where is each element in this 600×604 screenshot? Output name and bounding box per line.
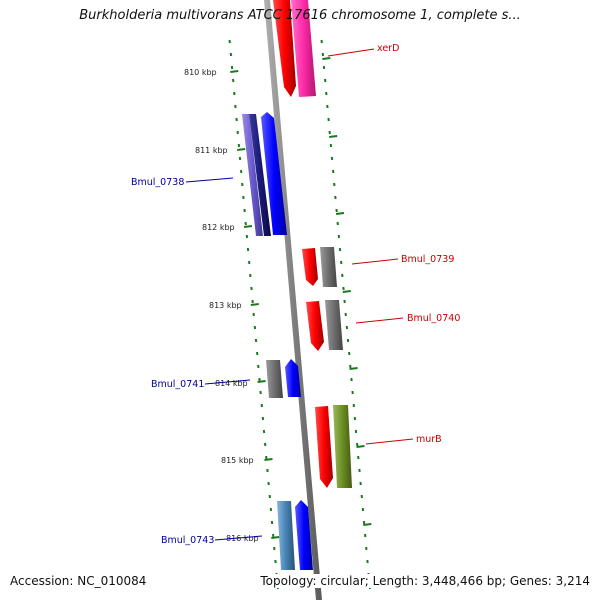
gene-arrow-bmul0739[interactable] <box>302 248 318 286</box>
major-tick-left-4 <box>258 381 266 382</box>
leader-murB <box>366 439 413 444</box>
tick-label-810: 810 kbp <box>184 68 217 77</box>
major-tick-left-2 <box>244 226 252 227</box>
gene-arrow-murB[interactable] <box>315 406 333 488</box>
gene-leader-lines <box>186 49 413 540</box>
major-tick-left-5 <box>265 459 273 460</box>
leader-bmul0739 <box>352 259 398 264</box>
gene-arrow-bmul0740-neighbor[interactable] <box>325 300 343 350</box>
major-tick-right-4 <box>350 368 358 369</box>
gene-arrow-murB-neighbor[interactable] <box>333 405 352 488</box>
gene-label-xerD[interactable]: xerD <box>377 43 399 54</box>
gene-label-murB[interactable]: murB <box>416 434 442 445</box>
leader-bmul0740 <box>356 318 403 323</box>
map-title: Burkholderia multivorans ATCC 17616 chro… <box>0 8 600 23</box>
gene-arrow-bmul0743-steel[interactable] <box>277 501 295 570</box>
gene-features <box>242 0 352 570</box>
tick-label-813: 813 kbp <box>209 301 242 310</box>
gene-arrow-bmul0740[interactable] <box>306 301 324 351</box>
major-tick-left-3 <box>251 304 259 305</box>
gene-label-bmul0741[interactable]: Bmul_0741 <box>151 379 204 390</box>
tick-label-815: 815 kbp <box>221 456 254 465</box>
gene-arrow-bmul0741-neighbor[interactable] <box>266 360 283 398</box>
accession-text: Accession: NC_010084 <box>10 574 146 588</box>
tick-label-811: 811 kbp <box>195 146 228 155</box>
leader-bmul0738 <box>186 178 233 182</box>
genome-summary-text: Topology: circular; Length: 3,448,466 bp… <box>256 574 590 588</box>
major-tick-right-2 <box>336 213 344 214</box>
major-tick-right-5 <box>357 446 365 447</box>
gene-label-bmul0740[interactable]: Bmul_0740 <box>407 313 460 324</box>
major-tick-right-1 <box>329 136 337 137</box>
gene-arrow-bmul0739-neighbor[interactable] <box>320 247 337 287</box>
major-tick-right-3 <box>343 291 351 292</box>
major-tick-right-0 <box>322 58 330 59</box>
gene-label-bmul0739[interactable]: Bmul_0739 <box>401 254 454 265</box>
major-tick-left-1 <box>237 149 245 150</box>
major-tick-right-6 <box>363 524 371 525</box>
major-tick-left-6 <box>271 537 279 538</box>
major-tick-left-0 <box>230 71 238 72</box>
gene-label-bmul0743[interactable]: Bmul_0743 <box>161 535 214 546</box>
gene-labels: xerD Bmul_0738 Bmul_0739 Bmul_0740 Bmul_… <box>131 43 460 546</box>
leader-xerD <box>328 49 374 56</box>
tick-label-812: 812 kbp <box>202 223 235 232</box>
gene-label-bmul0738[interactable]: Bmul_0738 <box>131 177 184 188</box>
